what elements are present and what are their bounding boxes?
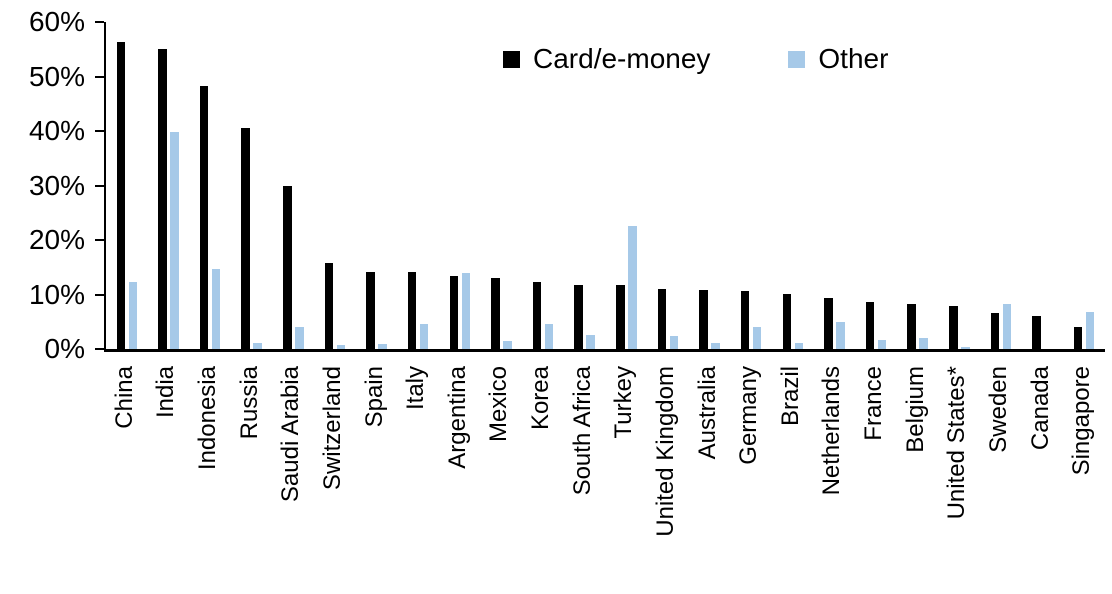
bar-other-belgium xyxy=(919,337,928,349)
bar-card-e-money-korea xyxy=(532,282,542,349)
bar-card-e-money-singapore xyxy=(1073,327,1083,349)
bar-card-e-money-australia xyxy=(699,289,708,349)
y-axis-tick xyxy=(95,348,104,350)
x-axis-label-india: India xyxy=(152,366,180,419)
legend-label-card-e-money: Card/e-money xyxy=(533,43,711,74)
bar-card-e-money-south-africa xyxy=(574,284,583,349)
y-axis-tick xyxy=(95,75,104,78)
bar-card-e-money-netherlands xyxy=(824,298,833,349)
bar-other-netherlands xyxy=(836,322,845,349)
bar-card-e-money-turkey xyxy=(616,285,625,349)
bar-card-e-money-indonesia xyxy=(199,85,209,349)
bar-other-united-kingdom xyxy=(669,335,679,349)
legend-swatch-card-e-money-icon xyxy=(503,50,520,68)
bar-other-germany xyxy=(752,327,762,349)
y-axis-tick-label: 10% xyxy=(28,278,85,310)
x-axis-label-germany: Germany xyxy=(735,366,763,465)
y-axis-tick xyxy=(95,130,104,132)
bar-card-e-money-switzerland xyxy=(324,263,334,349)
y-axis-tick-label: 0% xyxy=(44,333,85,364)
bar-other-china xyxy=(128,282,138,349)
y-axis-tick-label: 40% xyxy=(28,115,85,146)
bar-other-singapore xyxy=(1085,311,1095,349)
x-axis-label-russia: Russia xyxy=(235,366,263,440)
y-axis-tick-label: 60% xyxy=(28,6,85,37)
bar-other-brazil xyxy=(794,342,804,349)
bar-other-korea xyxy=(544,323,554,349)
legend-label-other: Other xyxy=(818,43,889,74)
x-axis-label-argentina: Argentina xyxy=(443,366,471,469)
bar-card-e-money-canada xyxy=(1032,316,1041,349)
bar-other-india xyxy=(170,132,179,349)
bar-card-e-money-france xyxy=(865,301,875,349)
bar-other-argentina xyxy=(461,273,471,349)
bar-other-mexico xyxy=(503,341,512,349)
bar-card-e-money-spain xyxy=(366,271,375,349)
x-axis-label-united-kingdom: United Kingdom xyxy=(651,366,679,537)
bar-other-france xyxy=(877,340,887,349)
bar-other-indonesia xyxy=(211,269,221,349)
legend-swatch-other-icon xyxy=(788,50,806,68)
x-axis-label-switzerland: Switzerland xyxy=(318,366,346,491)
x-axis-label-singapore: Singapore xyxy=(1068,366,1096,476)
x-axis-label-mexico: Mexico xyxy=(485,366,513,443)
x-axis-label-canada: Canada xyxy=(1026,366,1054,451)
bar-card-e-money-saudi-arabia xyxy=(283,186,292,349)
y-axis-tick-label: 30% xyxy=(28,169,85,201)
legend: Card/e-money Other xyxy=(503,44,888,74)
y-axis-tick xyxy=(95,21,104,23)
bar-card-e-money-germany xyxy=(740,290,750,349)
bar-card-e-money-russia xyxy=(241,128,250,349)
x-axis-label-spain: Spain xyxy=(360,366,388,428)
x-axis-label-belgium: Belgium xyxy=(901,366,929,453)
y-axis-tick xyxy=(95,184,104,187)
bar-card-e-money-mexico xyxy=(491,278,500,349)
x-axis-label-netherlands: Netherlands xyxy=(818,366,846,496)
x-axis-label-indonesia: Indonesia xyxy=(194,366,222,471)
bar-other-switzerland xyxy=(336,344,346,349)
x-axis-label-saudi-arabia: Saudi Arabia xyxy=(277,366,305,503)
y-axis-tick xyxy=(95,239,104,241)
x-axis-label-china: China xyxy=(110,366,138,429)
legend-item-card-e-money: Card/e-money xyxy=(503,44,710,74)
x-axis-label-france: France xyxy=(860,366,888,441)
bar-other-saudi-arabia xyxy=(295,327,304,349)
y-axis-tick-label: 50% xyxy=(28,60,85,92)
bar-card-e-money-china xyxy=(116,42,126,349)
x-axis-label-sweden: Sweden xyxy=(984,366,1012,453)
bar-card-e-money-united-kingdom xyxy=(657,288,667,349)
x-axis-label-turkey: Turkey xyxy=(610,366,638,439)
x-axis-label-korea: Korea xyxy=(527,366,555,431)
y-axis-tick-label: 20% xyxy=(28,224,85,255)
bar-other-italy xyxy=(419,323,429,349)
bar-card-e-money-united-states xyxy=(949,305,958,349)
plot-area xyxy=(104,22,1105,352)
bar-card-e-money-italy xyxy=(407,272,417,349)
bar-other-sweden xyxy=(1002,304,1012,349)
bar-other-australia xyxy=(711,343,720,349)
bar-other-south-africa xyxy=(586,335,595,349)
y-axis-tick xyxy=(95,293,104,296)
bar-other-russia xyxy=(253,343,262,349)
bar-card-e-money-argentina xyxy=(449,276,459,349)
x-axis-label-australia: Australia xyxy=(693,366,721,460)
bar-card-e-money-brazil xyxy=(782,294,792,349)
bar-card-e-money-belgium xyxy=(907,304,916,349)
bar-other-turkey xyxy=(628,225,637,349)
x-axis-label-united-states: United States* xyxy=(943,366,971,520)
bar-other-united-states xyxy=(961,346,970,349)
bar-card-e-money-sweden xyxy=(990,313,1000,349)
bar-card-e-money-india xyxy=(158,49,167,349)
x-axis-label-south-africa: South Africa xyxy=(568,366,596,496)
bar-other-spain xyxy=(378,343,387,349)
x-axis-label-brazil: Brazil xyxy=(776,366,804,427)
x-axis-label-italy: Italy xyxy=(402,366,430,411)
legend-item-other: Other xyxy=(788,44,888,74)
